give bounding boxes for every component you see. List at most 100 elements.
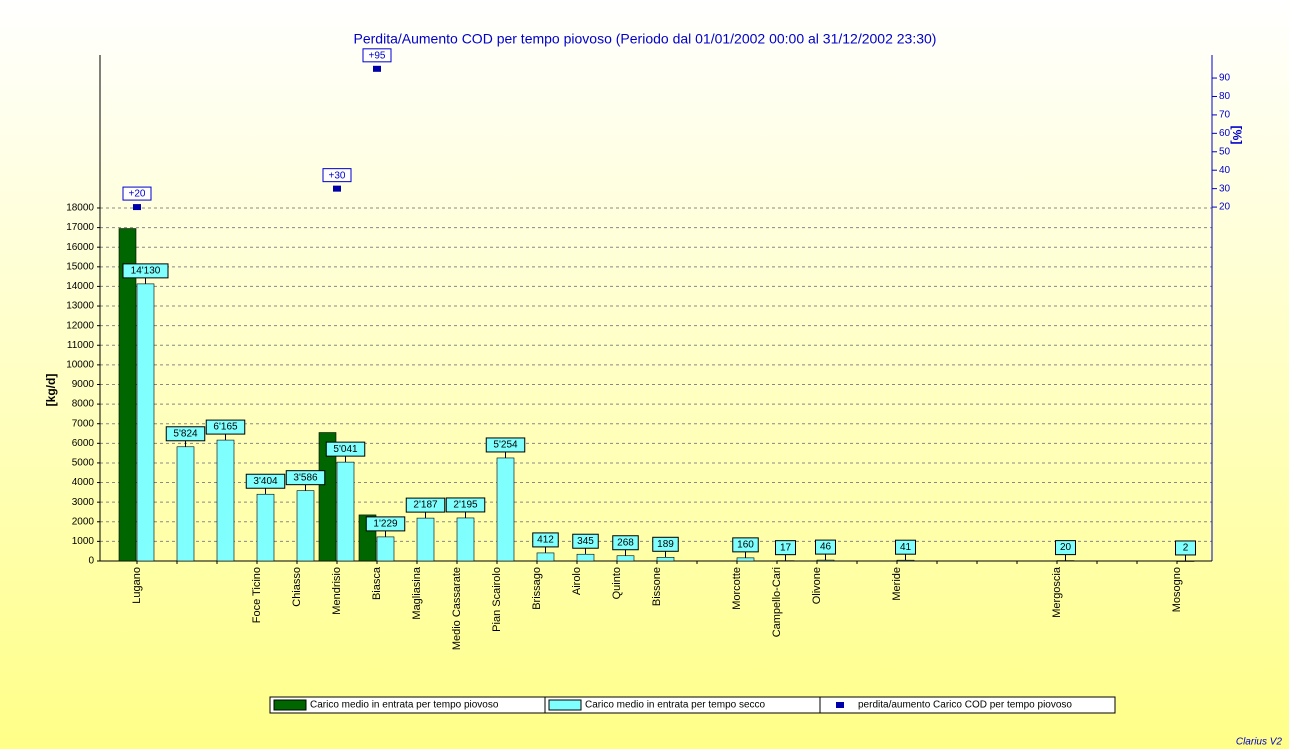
value-label-box [652, 536, 679, 552]
y-tick-label: 3000 [72, 497, 95, 508]
value-label-box [1175, 540, 1196, 556]
value-label-box [485, 437, 526, 453]
value-label-box [122, 263, 169, 279]
x-tick-label: Morcotte [731, 567, 743, 610]
x-tick-label: Olivone [811, 567, 823, 604]
x-tick-label: Foce Ticino [251, 567, 263, 623]
y-tick-label: 14000 [66, 281, 94, 292]
value-label-box [205, 419, 246, 435]
legend-label: Carico medio in entrata per tempo piovos… [310, 700, 499, 711]
bar [216, 439, 235, 562]
y2-tick-label: 30 [1219, 183, 1231, 194]
y-tick-label: 9000 [72, 379, 95, 390]
value-label: 6'165 [213, 422, 238, 433]
bar [456, 517, 475, 562]
bar [536, 552, 555, 562]
value-label-box [325, 441, 366, 457]
value-label-box [365, 516, 406, 532]
y-tick-label: 17000 [66, 222, 94, 233]
y2-tick-label: 90 [1219, 73, 1231, 84]
bar [496, 457, 515, 562]
bar [176, 446, 195, 562]
value-label-box [612, 535, 639, 551]
x-tick-label: Mendrisio [331, 567, 343, 615]
value-label: 46 [820, 542, 832, 553]
legend-box [269, 696, 1116, 714]
y2-tick-label: 70 [1219, 110, 1231, 121]
y2-tick-label: 80 [1219, 91, 1231, 102]
x-tick-label: Campello-Cari [771, 567, 783, 637]
value-label-box [895, 539, 916, 555]
value-label: 17 [780, 542, 792, 553]
bar [816, 559, 835, 562]
x-tick-label: Pian Scairolo [491, 567, 503, 632]
value-label: 5'824 [173, 428, 198, 439]
x-tick-label: Mergoscia [1051, 566, 1063, 618]
value-label-box [245, 473, 286, 489]
percent-marker [133, 204, 141, 211]
x-tick-label: Brissago [531, 567, 543, 610]
y-tick-label: 18000 [66, 203, 94, 214]
bar [776, 560, 795, 562]
y-tick-label: 10000 [66, 360, 94, 371]
percent-marker [373, 65, 381, 72]
value-label: 14'130 [131, 266, 161, 277]
bar [736, 557, 755, 562]
value-label-box [815, 539, 836, 555]
chart-title: Perdita/Aumento COD per tempo piovoso (P… [354, 31, 937, 47]
legend: Carico medio in entrata per tempo piovos… [269, 696, 1116, 714]
y-tick-label: 5000 [72, 458, 95, 469]
bar [656, 556, 675, 562]
bar [296, 490, 315, 562]
value-label: 189 [657, 539, 674, 550]
value-label-box [775, 540, 796, 556]
value-label-box [532, 532, 559, 548]
value-label-box [405, 497, 446, 513]
value-label: 5'041 [333, 444, 358, 455]
y-tick-label: 0 [88, 556, 94, 567]
y-tick-label: 1000 [72, 536, 95, 547]
value-label-box [165, 426, 206, 442]
legend-key [273, 699, 307, 711]
value-label: 345 [577, 536, 594, 547]
y-tick-label: 15000 [66, 261, 94, 272]
bar [1176, 560, 1195, 562]
x-tick-label: Chiasso [291, 567, 303, 607]
percent-label-box [362, 48, 392, 63]
x-tick-label: Magliasina [411, 566, 423, 619]
x-tick-label: Airolo [571, 567, 583, 595]
x-tick-label: Mosogno [1171, 567, 1183, 612]
value-label-box [732, 537, 759, 553]
y-tick-label: 13000 [66, 301, 94, 312]
bar [416, 517, 435, 562]
value-label-box [285, 470, 326, 486]
y-tick-label: 4000 [72, 477, 95, 488]
footer: Clarius V2 [1236, 737, 1283, 748]
legend-key [548, 699, 582, 711]
x-tick-label: Quinto [611, 567, 623, 599]
x-tick-label: Lugano [131, 567, 143, 604]
bar [118, 228, 137, 562]
y-tick-label: 16000 [66, 242, 94, 253]
value-label: 3'404 [253, 476, 278, 487]
value-label: 268 [617, 537, 634, 548]
bar [616, 555, 635, 562]
bar [576, 553, 595, 562]
bar [318, 432, 337, 562]
percent-marker [333, 185, 341, 192]
x-tick-label: Meride [891, 567, 903, 601]
percent-label-box [322, 168, 352, 183]
x-tick-label: Medio Cassarate [451, 567, 463, 650]
y-tick-label: 12000 [66, 320, 94, 331]
y-tick-label: 11000 [67, 340, 95, 351]
y2-tick-label: 20 [1219, 202, 1231, 213]
percent-label: +30 [329, 170, 346, 181]
y2-axis-label: [%] [1230, 126, 1244, 145]
legend-label: perdita/aumento Carico COD per tempo pio… [858, 700, 1072, 711]
y2-tick-label: 50 [1219, 146, 1231, 157]
bar [256, 493, 275, 562]
x-tick-label: Bissone [651, 567, 663, 606]
y-tick-label: 7000 [72, 418, 95, 429]
